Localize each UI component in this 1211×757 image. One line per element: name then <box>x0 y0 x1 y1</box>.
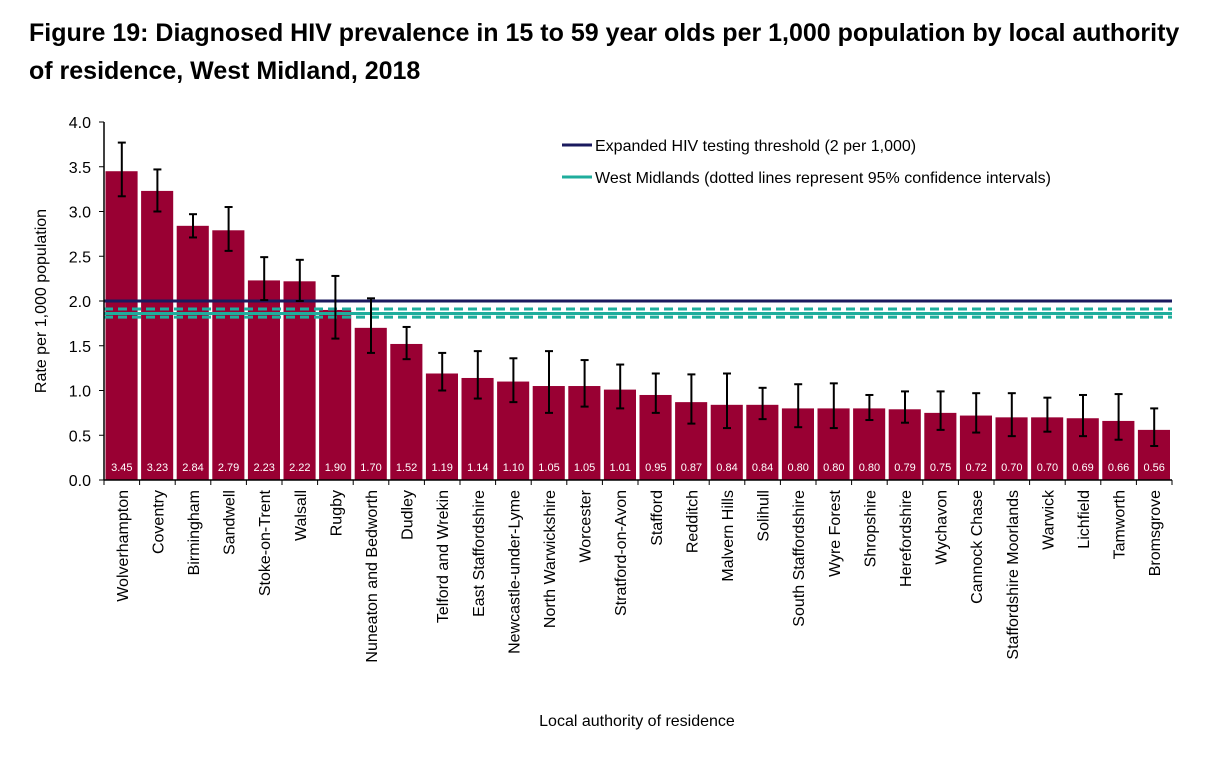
y-tick-label: 2.5 <box>69 249 91 266</box>
bar-value-label: 1.90 <box>325 462 346 474</box>
bar-value-label: 1.70 <box>360 462 381 474</box>
x-tick-label: Shropshire <box>862 490 879 567</box>
bar-value-label: 3.45 <box>111 462 132 474</box>
bar-value-label: 0.70 <box>1037 462 1058 474</box>
value-labels-layer: 3.45 3.23 2.84 2.79 2.23 2.22 1.90 1.70 1.52 1.19… <box>111 462 1165 474</box>
bar <box>176 225 209 480</box>
bar-value-label: 0.84 <box>716 462 737 474</box>
bar-value-label: 2.84 <box>182 462 203 474</box>
x-tick-label: Warwick <box>1040 489 1057 550</box>
y-tick-label: 3.5 <box>69 160 91 177</box>
bar <box>212 230 245 480</box>
bar <box>141 190 174 481</box>
bar-value-label: 0.70 <box>1001 462 1022 474</box>
x-tick-label: Bromsgrove <box>1147 490 1164 576</box>
x-tick-label: Newcastle-under-Lyme <box>506 490 523 654</box>
bar-value-label: 0.56 <box>1143 462 1164 474</box>
x-tick-label: Stoke-on-Trent <box>257 489 274 596</box>
y-tick-label: 0.0 <box>69 473 91 490</box>
bar-value-label: 2.79 <box>218 462 239 474</box>
x-tick-label: Herefordshire <box>898 490 915 587</box>
x-tick-label: Sandwell <box>222 490 239 555</box>
x-tick-label: Wychavon <box>934 490 951 565</box>
legend-label-threshold: Expanded HIV testing threshold (2 per 1,… <box>595 138 916 155</box>
x-tick-label: Malvern Hills <box>720 490 737 582</box>
bar-value-label: 0.80 <box>787 462 808 474</box>
x-tick-label: Worcester <box>578 489 595 562</box>
bar-value-label: 2.22 <box>289 462 310 474</box>
bar-value-label: 1.52 <box>396 462 417 474</box>
x-tick-label: South Staffordshire <box>791 490 808 627</box>
bar-value-label: 1.01 <box>609 462 630 474</box>
x-tick-label: Coventry <box>150 490 167 554</box>
bar-value-label: 1.19 <box>431 462 452 474</box>
bar <box>105 171 138 480</box>
bars-layer <box>105 171 1170 481</box>
x-tick-label: Lichfield <box>1076 490 1093 549</box>
x-tick-label: Solihull <box>756 490 773 542</box>
bar-value-label: 0.80 <box>859 462 880 474</box>
y-tick-label: 1.5 <box>69 339 91 356</box>
reference-lines-layer <box>104 299 1172 319</box>
x-tick-label: North Warwickshire <box>542 490 559 628</box>
x-tick-label: Cannock Chase <box>969 490 986 604</box>
bar-value-label: 0.79 <box>894 462 915 474</box>
bar-value-label: 0.87 <box>681 462 702 474</box>
x-ticks-layer: Wolverhampton Coventry Birmingham Sandwell S… <box>103 480 1173 663</box>
y-ticks-layer: 0.0 0.5 1.0 1.5 2.0 2.5 3.0 3.5 4.0 <box>69 115 104 490</box>
x-tick-label: Birmingham <box>186 490 203 575</box>
bar-value-label: 2.23 <box>253 462 274 474</box>
bar-value-label: 0.95 <box>645 462 666 474</box>
y-tick-label: 0.5 <box>69 428 91 445</box>
bar-value-label: 1.10 <box>503 462 524 474</box>
bar-value-label: 1.05 <box>538 462 559 474</box>
x-tick-label: Tamworth <box>1112 490 1129 559</box>
y-tick-label: 3.0 <box>69 205 91 222</box>
bar <box>390 343 423 480</box>
bar-value-label: 0.72 <box>965 462 986 474</box>
y-tick-label: 1.0 <box>69 384 91 401</box>
x-tick-label: Stratford-on-Avon <box>613 490 630 616</box>
x-tick-label: Wyre Forest <box>827 489 844 577</box>
x-tick-label: Redditch <box>684 490 701 553</box>
bar-value-label: 0.75 <box>930 462 951 474</box>
x-tick-label: Rugby <box>328 490 345 536</box>
bar-value-label: 1.05 <box>574 462 595 474</box>
x-tick-label: Dudley <box>400 490 417 540</box>
chart-title: Figure 19: Diagnosed HIV prevalence in 1… <box>29 19 1180 85</box>
bar <box>283 281 316 480</box>
x-tick-label: Telford and Wrekin <box>435 490 452 623</box>
legend-label-west-midlands: West Midlands (dotted lines represent 95… <box>595 170 1051 187</box>
y-tick-label: 4.0 <box>69 115 91 132</box>
x-tick-label: Walsall <box>293 490 310 541</box>
bar-value-label: 0.69 <box>1072 462 1093 474</box>
x-tick-label: Stafford <box>649 490 666 546</box>
bar-value-label: 0.80 <box>823 462 844 474</box>
bar-value-label: 0.84 <box>752 462 773 474</box>
x-tick-label: East Staffordshire <box>471 490 488 617</box>
x-axis-label: Local authority of residence <box>539 713 735 730</box>
y-tick-label: 2.0 <box>69 294 91 311</box>
legend: Expanded HIV testing threshold (2 per 1,… <box>562 138 1051 187</box>
bar-value-label: 1.14 <box>467 462 488 474</box>
bar-value-label: 0.66 <box>1108 462 1129 474</box>
bar-value-label: 3.23 <box>147 462 168 474</box>
error-bars-layer <box>117 141 1159 447</box>
x-tick-label: Wolverhampton <box>115 490 132 602</box>
x-tick-label: Staffordshire Moorlands <box>1005 490 1022 660</box>
x-tick-label: Nuneaton and Bedworth <box>364 490 381 663</box>
y-axis-label: Rate per 1,000 population <box>33 209 50 393</box>
